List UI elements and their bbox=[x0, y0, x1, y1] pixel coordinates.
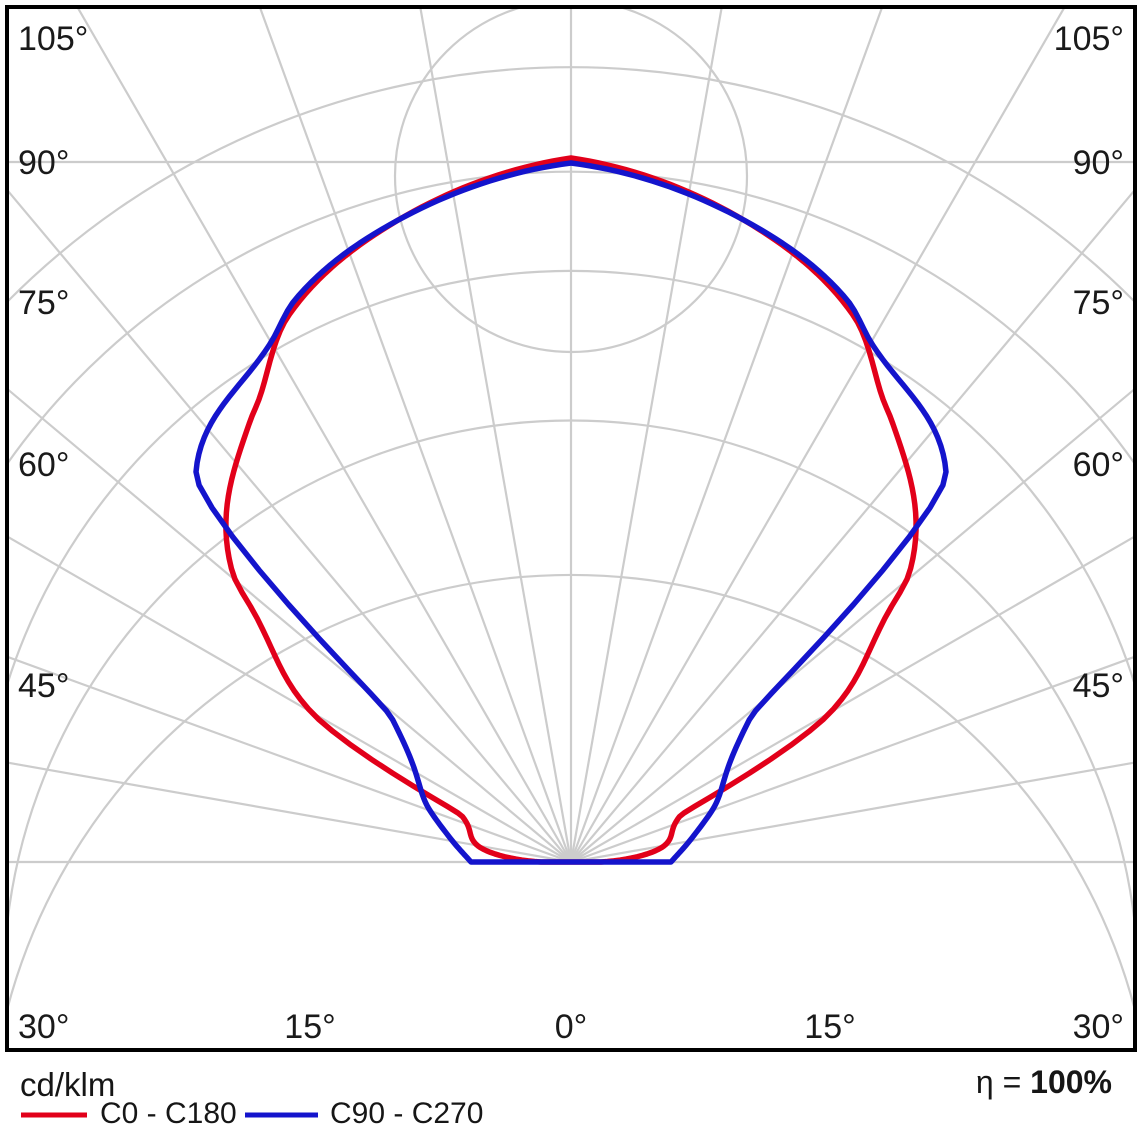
svg-text:30°: 30° bbox=[18, 1008, 69, 1046]
svg-text:90°: 90° bbox=[1073, 144, 1124, 182]
svg-text:45°: 45° bbox=[1073, 667, 1124, 705]
svg-text:15°: 15° bbox=[284, 1008, 335, 1046]
svg-text:η = 100%: η = 100% bbox=[976, 1064, 1112, 1100]
svg-text:105°: 105° bbox=[18, 20, 88, 58]
svg-text:C90 - C270: C90 - C270 bbox=[330, 1097, 483, 1130]
svg-text:C0 - C180: C0 - C180 bbox=[100, 1097, 237, 1130]
svg-text:30°: 30° bbox=[1073, 1008, 1124, 1046]
svg-text:75°: 75° bbox=[1073, 284, 1124, 322]
svg-text:0°: 0° bbox=[555, 1008, 588, 1046]
svg-text:60°: 60° bbox=[1073, 446, 1124, 484]
svg-text:105°: 105° bbox=[1054, 20, 1124, 58]
svg-text:45°: 45° bbox=[18, 667, 69, 705]
svg-text:75°: 75° bbox=[18, 284, 69, 322]
svg-text:90°: 90° bbox=[18, 144, 69, 182]
svg-text:60°: 60° bbox=[18, 446, 69, 484]
svg-text:15°: 15° bbox=[804, 1008, 855, 1046]
